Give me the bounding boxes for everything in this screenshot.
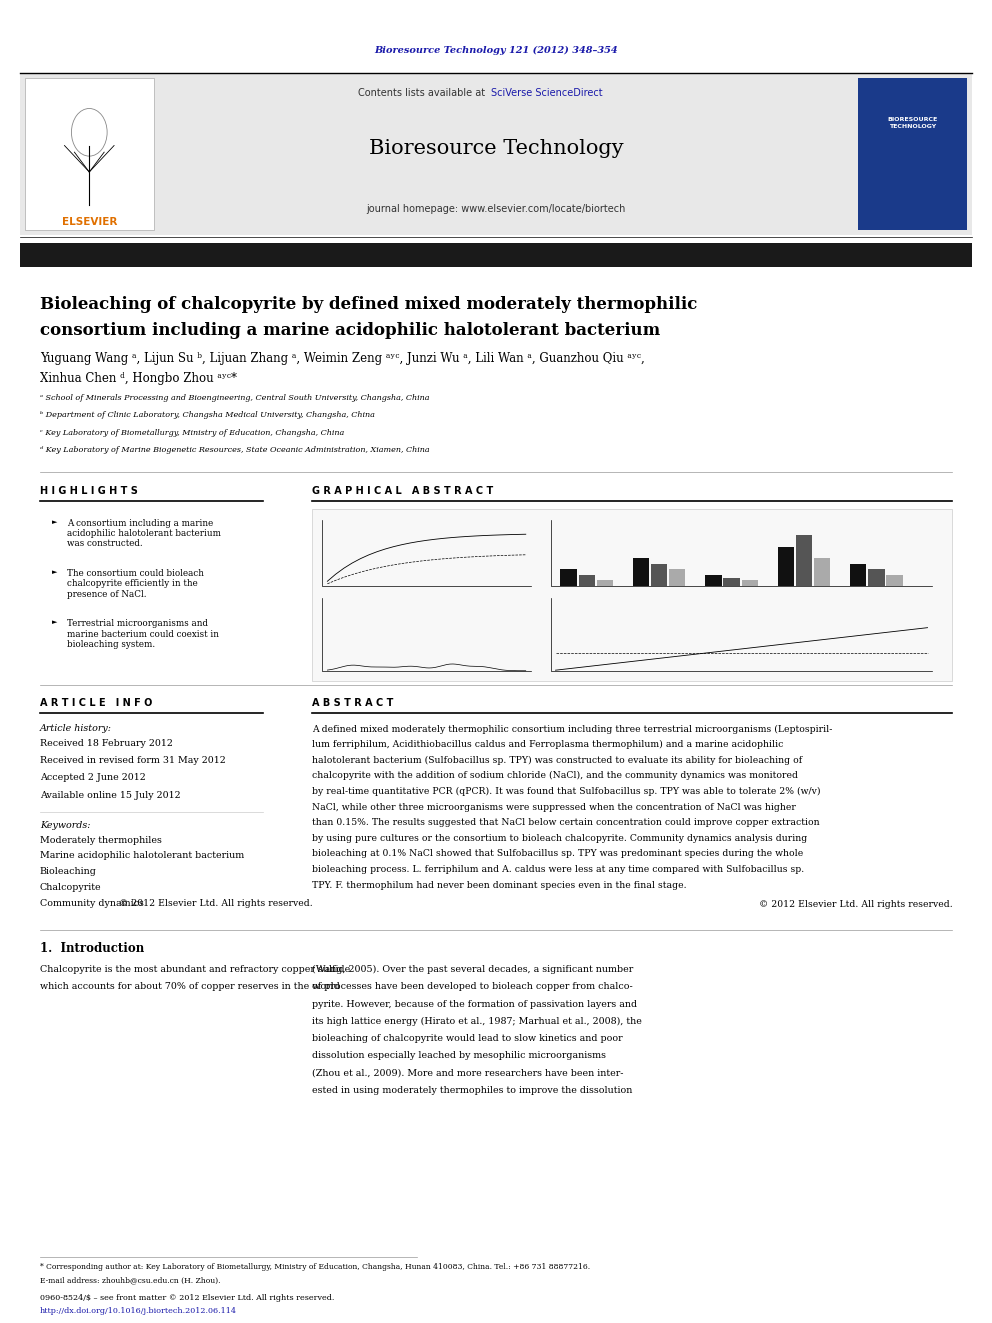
Text: ►: ► bbox=[52, 619, 57, 626]
Bar bbox=[20, 73, 972, 235]
Text: ᵇ Department of Clinic Laboratory, Changsha Medical University, Changsha, China: ᵇ Department of Clinic Laboratory, Chang… bbox=[40, 411, 375, 419]
Text: Received in revised form 31 May 2012: Received in revised form 31 May 2012 bbox=[40, 757, 225, 765]
Text: H I G H L I G H T S: H I G H L I G H T S bbox=[40, 486, 138, 496]
Text: pyrite. However, because of the formation of passivation layers and: pyrite. However, because of the formatio… bbox=[312, 1000, 638, 1008]
Text: its high lattice energy (Hirato et al., 1987; Marhual et al., 2008), the: its high lattice energy (Hirato et al., … bbox=[312, 1017, 643, 1025]
Text: ELSEVIER: ELSEVIER bbox=[62, 217, 117, 228]
Text: (Zhou et al., 2009). More and more researchers have been inter-: (Zhou et al., 2009). More and more resea… bbox=[312, 1069, 624, 1077]
Text: ᶜ Key Laboratory of Biometallurgy, Ministry of Education, Changsha, China: ᶜ Key Laboratory of Biometallurgy, Minis… bbox=[40, 429, 344, 437]
Text: E-mail address: zhouhb@csu.edu.cn (H. Zhou).: E-mail address: zhouhb@csu.edu.cn (H. Zh… bbox=[40, 1277, 220, 1285]
Text: Community dynamics: Community dynamics bbox=[40, 900, 144, 908]
Text: A B S T R A C T: A B S T R A C T bbox=[312, 697, 394, 708]
Text: which accounts for about 70% of copper reserves in the world: which accounts for about 70% of copper r… bbox=[40, 983, 339, 991]
Text: dissolution especially leached by mesophilic microorganisms: dissolution especially leached by mesoph… bbox=[312, 1052, 606, 1060]
Text: bioleaching process. L. ferriphilum and A. caldus were less at any time compared: bioleaching process. L. ferriphilum and … bbox=[312, 865, 805, 875]
Bar bbox=[741, 581, 758, 586]
Text: chalcopyrite with the addition of sodium chloride (NaCl), and the community dyna: chalcopyrite with the addition of sodium… bbox=[312, 771, 799, 781]
Text: Article history:: Article history: bbox=[40, 725, 112, 733]
Bar bbox=[887, 576, 903, 586]
Bar bbox=[560, 569, 576, 586]
Text: ᵃ School of Minerals Processing and Bioengineering, Central South University, Ch: ᵃ School of Minerals Processing and Bioe… bbox=[40, 394, 430, 402]
Text: BIORESOURCE
TECHNOLOGY: BIORESOURCE TECHNOLOGY bbox=[888, 118, 937, 128]
Bar bbox=[778, 546, 794, 586]
Text: G R A P H I C A L   A B S T R A C T: G R A P H I C A L A B S T R A C T bbox=[312, 486, 494, 496]
Bar bbox=[578, 576, 595, 586]
Text: bioleaching at 0.1% NaCl showed that Sulfobacillus sp. TPY was predominant speci: bioleaching at 0.1% NaCl showed that Sul… bbox=[312, 849, 804, 859]
Text: Moderately thermophiles: Moderately thermophiles bbox=[40, 836, 162, 844]
Bar bbox=[596, 581, 613, 586]
Text: © 2012 Elsevier Ltd. All rights reserved.: © 2012 Elsevier Ltd. All rights reserved… bbox=[119, 898, 312, 908]
Bar bbox=[669, 569, 685, 586]
Text: Bioresource Technology: Bioresource Technology bbox=[369, 139, 623, 157]
Text: consortium including a marine acidophilic halotolerant bacterium: consortium including a marine acidophili… bbox=[40, 323, 660, 339]
Text: 1.  Introduction: 1. Introduction bbox=[40, 942, 144, 955]
Text: * Corresponding author at: Key Laboratory of Biometallurgy, Ministry of Educatio: * Corresponding author at: Key Laborator… bbox=[40, 1263, 590, 1271]
Text: Chalcopyrite: Chalcopyrite bbox=[40, 884, 101, 892]
Text: 0960-8524/$ – see front matter © 2012 Elsevier Ltd. All rights reserved.: 0960-8524/$ – see front matter © 2012 El… bbox=[40, 1294, 334, 1302]
Text: ►: ► bbox=[52, 569, 57, 576]
Bar bbox=[723, 578, 740, 586]
Text: Bioleaching: Bioleaching bbox=[40, 868, 96, 876]
Text: Yuguang Wang ᵃ, Lijun Su ᵇ, Lijuan Zhang ᵃ, Weimin Zeng ᵃʸᶜ, Junzi Wu ᵃ, Lili Wa: Yuguang Wang ᵃ, Lijun Su ᵇ, Lijuan Zhang… bbox=[40, 352, 645, 365]
Text: Terrestrial microorganisms and
marine bacterium could coexist in
bioleaching sys: Terrestrial microorganisms and marine ba… bbox=[67, 619, 219, 650]
Text: http://dx.doi.org/10.1016/j.biortech.2012.06.114: http://dx.doi.org/10.1016/j.biortech.201… bbox=[40, 1307, 237, 1315]
Bar bbox=[858, 78, 967, 230]
Text: by using pure cultures or the consortium to bioleach chalcopyrite. Community dyn: by using pure cultures or the consortium… bbox=[312, 833, 807, 843]
Bar bbox=[25, 78, 154, 230]
Bar bbox=[20, 243, 972, 267]
Text: Xinhua Chen ᵈ, Hongbo Zhou ᵃʸᶜ*: Xinhua Chen ᵈ, Hongbo Zhou ᵃʸᶜ* bbox=[40, 372, 237, 385]
Text: Bioleaching of chalcopyrite by defined mixed moderately thermophilic: Bioleaching of chalcopyrite by defined m… bbox=[40, 296, 697, 312]
Bar bbox=[813, 558, 830, 586]
Text: A consortium including a marine
acidophilic halotolerant bacterium
was construct: A consortium including a marine acidophi… bbox=[67, 519, 221, 549]
Bar bbox=[312, 509, 952, 681]
Text: by real-time quantitative PCR (qPCR). It was found that Sulfobacillus sp. TPY wa: by real-time quantitative PCR (qPCR). It… bbox=[312, 787, 821, 796]
Bar bbox=[705, 576, 721, 586]
Text: ►: ► bbox=[52, 519, 57, 525]
Text: Contents lists available at: Contents lists available at bbox=[358, 87, 488, 98]
Text: ᵈ Key Laboratory of Marine Biogenetic Resources, State Oceanic Administration, X: ᵈ Key Laboratory of Marine Biogenetic Re… bbox=[40, 446, 430, 454]
Text: lum ferriphilum, Acidithiobacillus caldus and Ferroplasma thermophilum) and a ma: lum ferriphilum, Acidithiobacillus caldu… bbox=[312, 740, 784, 749]
Text: journal homepage: www.elsevier.com/locate/biortech: journal homepage: www.elsevier.com/locat… bbox=[366, 204, 626, 214]
Text: of processes have been developed to bioleach copper from chalco-: of processes have been developed to biol… bbox=[312, 983, 633, 991]
Text: A R T I C L E   I N F O: A R T I C L E I N F O bbox=[40, 697, 152, 708]
Bar bbox=[868, 569, 885, 586]
Text: than 0.15%. The results suggested that NaCl below certain concentration could im: than 0.15%. The results suggested that N… bbox=[312, 818, 820, 827]
Bar bbox=[796, 536, 812, 586]
Text: Accepted 2 June 2012: Accepted 2 June 2012 bbox=[40, 774, 146, 782]
Text: The consortium could bioleach
chalcopyrite efficiently in the
presence of NaCl.: The consortium could bioleach chalcopyri… bbox=[67, 569, 204, 599]
Bar bbox=[651, 564, 668, 586]
Text: halotolerant bacterium (Sulfobacillus sp. TPY) was constructed to evaluate its a: halotolerant bacterium (Sulfobacillus sp… bbox=[312, 755, 803, 765]
Text: © 2012 Elsevier Ltd. All rights reserved.: © 2012 Elsevier Ltd. All rights reserved… bbox=[759, 900, 952, 909]
Text: Available online 15 July 2012: Available online 15 July 2012 bbox=[40, 791, 181, 799]
Text: bioleaching of chalcopyrite would lead to slow kinetics and poor: bioleaching of chalcopyrite would lead t… bbox=[312, 1035, 623, 1043]
Text: SciVerse ScienceDirect: SciVerse ScienceDirect bbox=[491, 87, 603, 98]
Text: (Wang, 2005). Over the past several decades, a significant number: (Wang, 2005). Over the past several deca… bbox=[312, 966, 634, 974]
Text: Bioresource Technology 121 (2012) 348–354: Bioresource Technology 121 (2012) 348–35… bbox=[374, 46, 618, 54]
Text: ested in using moderately thermophiles to improve the dissolution: ested in using moderately thermophiles t… bbox=[312, 1086, 633, 1094]
Text: NaCl, while other three microorganisms were suppressed when the concentration of: NaCl, while other three microorganisms w… bbox=[312, 803, 797, 811]
Text: Chalcopyrite is the most abundant and refractory copper sulfide: Chalcopyrite is the most abundant and re… bbox=[40, 966, 350, 974]
Bar bbox=[850, 564, 866, 586]
Text: TPY. F. thermophilum had never been dominant species even in the final stage.: TPY. F. thermophilum had never been domi… bbox=[312, 881, 687, 889]
Bar bbox=[633, 558, 649, 586]
Text: Marine acidophilic halotolerant bacterium: Marine acidophilic halotolerant bacteriu… bbox=[40, 852, 244, 860]
Text: Keywords:: Keywords: bbox=[40, 822, 90, 830]
Text: Received 18 February 2012: Received 18 February 2012 bbox=[40, 740, 173, 747]
Text: A defined mixed moderately thermophilic consortium including three terrestrial m: A defined mixed moderately thermophilic … bbox=[312, 725, 833, 733]
